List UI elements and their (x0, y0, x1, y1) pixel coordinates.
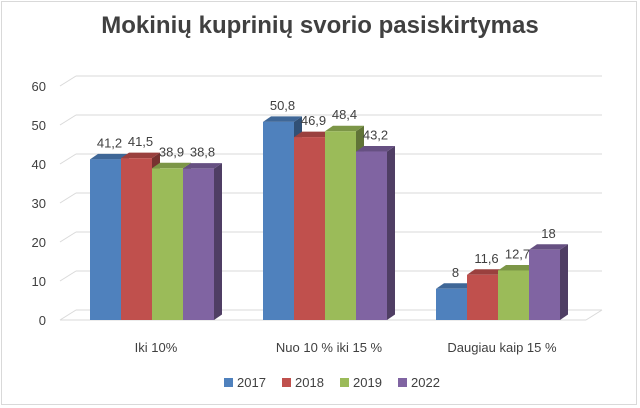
data-label: 41,2 (97, 135, 122, 150)
legend-swatch-2017 (224, 378, 233, 387)
y-tick-label: 40 (32, 157, 46, 172)
category-label: Iki 10% (135, 340, 178, 355)
y-tick-label: 0 (39, 313, 46, 328)
bar-top-2019 (325, 125, 364, 132)
data-label: 50,8 (270, 98, 295, 113)
y-axis-ticks: 0 10 20 30 40 50 60 (32, 79, 46, 328)
category-label: Daugiau kaip 15 % (447, 340, 557, 355)
bar-top-2018 (467, 269, 506, 275)
bar-2019-1 (325, 131, 356, 320)
data-labels: 41,2 41,5 38,9 38,8 50,8 46,9 48,4 43,2 8 11,6 12,… (97, 98, 556, 280)
bar-side-2022 (560, 244, 568, 320)
y-tick-label: 50 (32, 118, 46, 133)
bar-side-2022 (214, 163, 222, 320)
bars (90, 116, 568, 321)
data-label: 48,4 (332, 107, 357, 122)
y-tick-label: 20 (32, 235, 46, 250)
bar-top-2019 (152, 162, 191, 169)
bar-2022-0 (183, 168, 214, 320)
category-label: Nuo 10 % iki 15 % (276, 340, 383, 355)
bar-2019-0 (152, 168, 183, 320)
legend-label: 2017 (237, 375, 266, 390)
data-label: 41,5 (128, 134, 153, 149)
data-label: 38,8 (190, 145, 215, 160)
bar-top-2022 (183, 163, 222, 169)
bar-2017-2 (436, 288, 467, 320)
category-labels: Iki 10% Nuo 10 % iki 15 % Daugiau kaip 15 … (135, 340, 557, 355)
y-tick-label: 60 (32, 79, 46, 94)
legend-swatch-2018 (282, 378, 291, 387)
bar-top-2017 (263, 116, 302, 122)
data-label: 43,2 (363, 128, 388, 143)
data-label: 46,9 (301, 113, 326, 128)
bar-side-2022 (387, 146, 395, 320)
bar-2022-2 (529, 249, 560, 320)
legend-label: 2019 (353, 375, 382, 390)
legend-label: 2018 (295, 375, 324, 390)
legend-label: 2022 (411, 375, 440, 390)
grid-line (59, 153, 77, 165)
y-tick-label: 30 (32, 196, 46, 211)
bar-2017-0 (90, 159, 121, 320)
legend-swatch-2019 (340, 378, 349, 387)
floor-edge (585, 309, 603, 321)
legend: 2017 2018 2019 2022 (224, 375, 440, 390)
grid-line (59, 75, 77, 87)
bar-2018-0 (121, 158, 152, 320)
grid-line (59, 270, 77, 282)
bar-2017-1 (263, 121, 294, 320)
bar-2018-2 (467, 274, 498, 320)
bar-2018-1 (294, 137, 325, 320)
legend-swatch-2022 (398, 378, 407, 387)
bar-top-2017 (436, 283, 475, 289)
data-label: 18 (541, 226, 555, 241)
data-label: 38,9 (159, 144, 184, 159)
grid-line (59, 192, 77, 204)
bar-top-2019 (498, 264, 537, 271)
grid-line (59, 309, 77, 321)
grid-line (59, 114, 77, 126)
bar-2022-1 (356, 151, 387, 320)
bar-top-2018 (294, 131, 333, 138)
y-tick-label: 10 (32, 274, 46, 289)
data-label: 12,7 (505, 246, 530, 261)
bar-2019-2 (498, 270, 529, 320)
bar-top-2022 (529, 244, 568, 250)
data-label: 8 (452, 265, 459, 280)
grid-line (59, 231, 77, 243)
bar-top-2018 (121, 152, 160, 159)
data-label: 11,6 (474, 251, 498, 266)
chart-title: Mokinių kuprinių svorio pasiskirtymas (101, 12, 539, 39)
bar-top-2017 (90, 153, 129, 160)
bar-top-2022 (356, 146, 395, 152)
